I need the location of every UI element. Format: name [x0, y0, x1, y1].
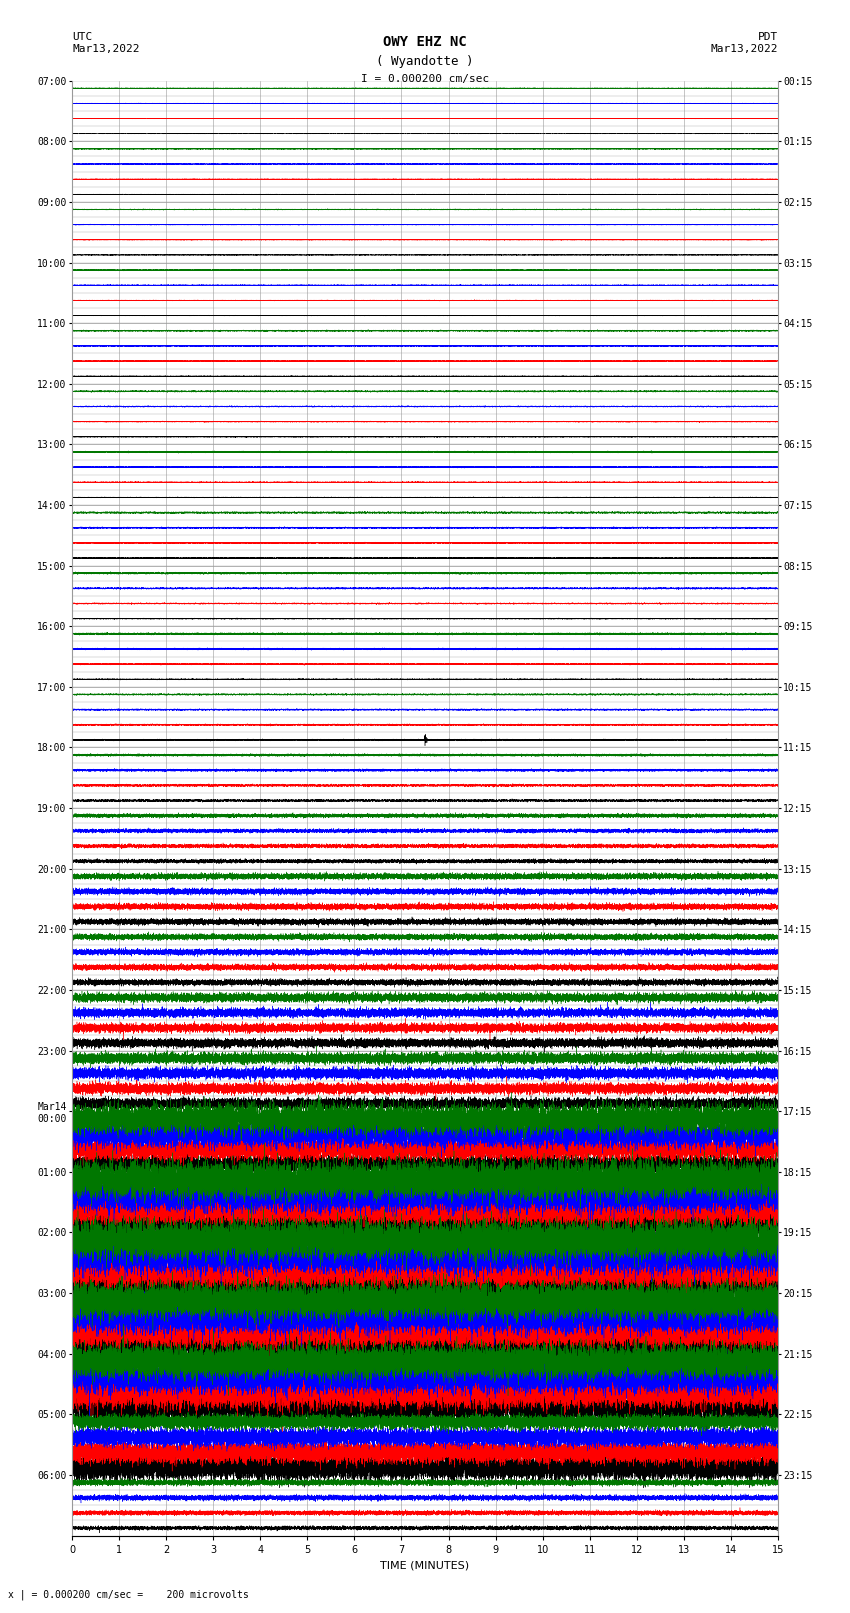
Text: OWY EHZ NC: OWY EHZ NC — [383, 35, 467, 50]
Text: I = 0.000200 cm/sec: I = 0.000200 cm/sec — [361, 74, 489, 84]
Text: ( Wyandotte ): ( Wyandotte ) — [377, 55, 473, 68]
Text: x | = 0.000200 cm/sec =    200 microvolts: x | = 0.000200 cm/sec = 200 microvolts — [8, 1589, 249, 1600]
X-axis label: TIME (MINUTES): TIME (MINUTES) — [381, 1560, 469, 1569]
Text: PDT
Mar13,2022: PDT Mar13,2022 — [711, 32, 778, 53]
Text: UTC
Mar13,2022: UTC Mar13,2022 — [72, 32, 139, 53]
